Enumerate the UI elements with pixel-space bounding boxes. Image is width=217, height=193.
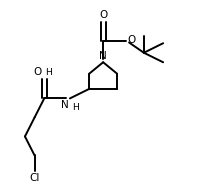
Text: O: O [127, 35, 136, 45]
Text: N: N [61, 100, 69, 110]
Text: H: H [45, 69, 51, 77]
Text: H: H [72, 103, 79, 112]
Text: Cl: Cl [30, 173, 40, 183]
Text: O: O [99, 10, 107, 20]
Text: O: O [34, 68, 42, 77]
Text: N: N [99, 51, 107, 61]
